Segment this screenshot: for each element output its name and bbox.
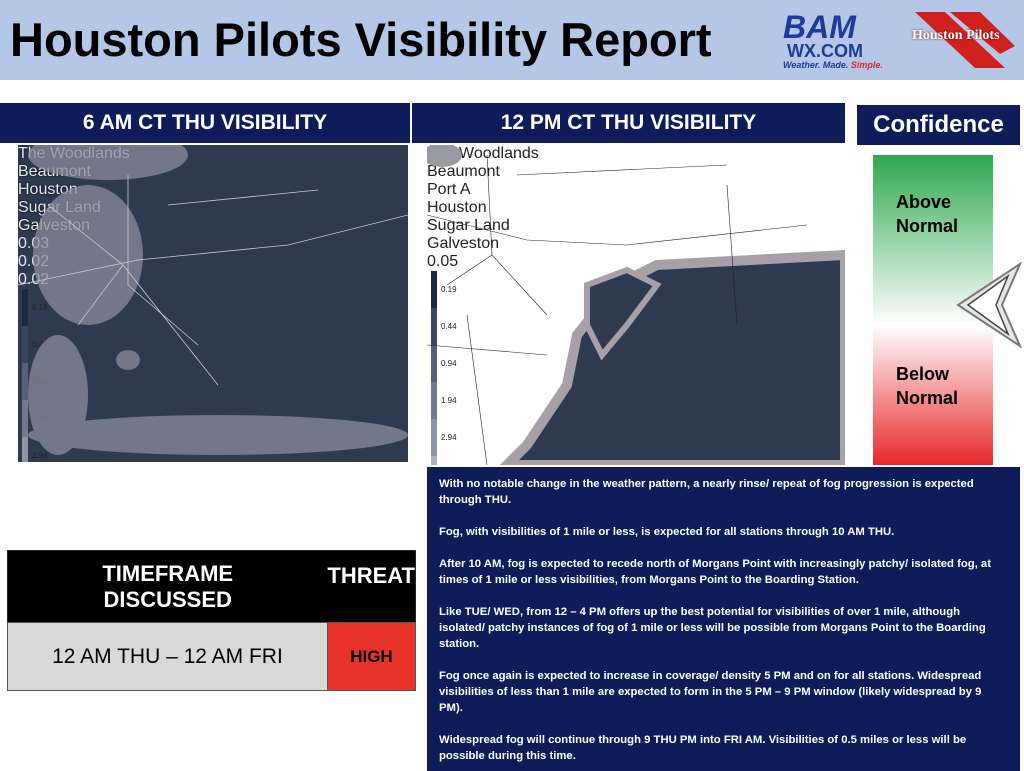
legend-swatch: [431, 271, 437, 308]
header-cell: THREAT: [327, 563, 415, 588]
map-title: 12 PM CT THU VISIBILITY: [412, 103, 845, 143]
confidence-above: Above Normal: [896, 192, 959, 236]
legend-label: 0.44: [441, 322, 457, 331]
confidence-pointer: [956, 262, 1022, 348]
legend-swatch: [431, 419, 437, 456]
tagline: Weather. Made.: [783, 60, 849, 70]
pilots-mark: [915, 12, 1015, 68]
discussion-paragraph: Widespread fog will continue through 9 T…: [439, 734, 967, 762]
map-title: 6 AM CT THU VISIBILITY: [0, 103, 410, 143]
legend-label: 2.94: [32, 451, 48, 460]
legend-row: 0.94: [427, 345, 845, 382]
reading-label: 0.05: [427, 253, 459, 270]
confidence-below: Below Normal: [896, 364, 959, 408]
map-art: [18, 145, 408, 455]
legend-label: 0.19: [32, 303, 48, 312]
pilots-logo: [915, 12, 1015, 68]
discussion-paragraph: With no notable change in the weather pa…: [439, 478, 974, 506]
header-cell: TIMEFRAME DISCUSSED: [102, 560, 234, 612]
legend-swatch: [431, 308, 437, 345]
legend-swatch: [22, 326, 28, 363]
discussion-paragraph: Fog once again is expected to increase i…: [439, 670, 982, 714]
place-label: Port A: [427, 181, 471, 198]
legend-swatch: [22, 437, 28, 462]
place-label: Houston: [427, 199, 487, 216]
place-label: Beaumont: [427, 163, 500, 180]
legend-row: 0.44: [18, 326, 408, 363]
discussion-paragraph: After 10 AM, fog is expected to recede n…: [439, 558, 991, 586]
legend-swatch: [431, 382, 437, 419]
legend-swatch: [431, 345, 437, 382]
discussion-paragraph: Like TUE/ WED, from 12 – 4 PM offers up …: [439, 606, 986, 650]
legend-label: 1.94: [441, 396, 457, 405]
pilots-text: Houston Pilots: [912, 28, 1000, 43]
legend-row: 0.44: [427, 308, 845, 345]
legend-swatch: [431, 456, 437, 465]
bam-middle: WX.COM: [787, 41, 863, 61]
map: The Woodlands Beaumont Port A Houston Sugar …: [427, 145, 845, 465]
title: Houston Pilots Visibility Report: [10, 13, 712, 66]
discussion-paragraph: Fog, with visibilities of 1 mile or less…: [439, 526, 895, 538]
confidence-title: Confidence: [857, 105, 1020, 145]
legend-swatch: [22, 363, 28, 400]
place-label: Galveston: [427, 235, 500, 252]
header-band: [0, 0, 1024, 80]
legend-swatch: [22, 289, 28, 326]
bam-tagline: Weather. Made. Simple.: [783, 60, 903, 70]
legend-row: 0.19: [18, 289, 408, 326]
legend-label: 0.94: [441, 359, 457, 368]
legend-swatch: [22, 400, 28, 437]
bam-top: BAM: [783, 9, 856, 45]
map-art: [427, 145, 845, 465]
map: The WoodlandsBeaumontHoustonSugar LandGa…: [18, 145, 408, 462]
legend-row: 2.94: [427, 419, 845, 456]
threat-table: TIMEFRAME DISCUSSED THREAT 12 AM THU – 1…: [7, 550, 417, 691]
legend: 0.190.440.941.942.944.946.94: [427, 271, 845, 465]
bam-logo: BAM WX.COM Weather. Made. Simple.: [783, 9, 903, 76]
discussion: With no notable change in the weather pa…: [427, 467, 1020, 771]
legend-row: 4.94: [427, 456, 845, 465]
legend-label: 0.44: [32, 340, 48, 349]
legend-label: 0.19: [441, 285, 457, 294]
legend-row: 2.94: [18, 437, 408, 462]
legend-label: 2.94: [441, 433, 457, 442]
threat-cell: HIGH: [326, 622, 417, 691]
legend-row: 1.94: [427, 382, 845, 419]
timeframe-cell: 12 AM THU – 12 AM FRI: [7, 622, 328, 691]
legend-row: 0.19: [427, 271, 845, 308]
tagline-accent: Simple.: [850, 60, 883, 70]
